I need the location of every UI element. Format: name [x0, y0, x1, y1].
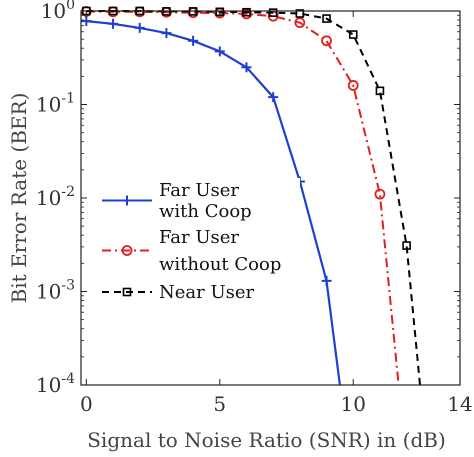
series-1-point: [108, 18, 119, 29]
x-tick-label: 10: [341, 392, 366, 416]
series-1-point: [321, 275, 332, 286]
legend-label: without Coop: [159, 254, 281, 275]
legend-label: Far User: [159, 180, 239, 201]
series-2-point: [321, 35, 332, 47]
y-tick-label: 10-1: [36, 91, 75, 117]
x-tick-label: 5: [213, 392, 226, 416]
series-3-point: [348, 30, 358, 39]
legend-entry-2: Far User without Coop: [102, 227, 281, 275]
series-3-point: [268, 8, 278, 17]
legend-swatch-marker: [121, 245, 133, 256]
series-2-point: [347, 80, 359, 91]
series-1-point: [161, 28, 172, 39]
y-tick-label: 10-3: [36, 278, 75, 304]
series-1-point: [241, 62, 252, 73]
series-3-point: [375, 86, 385, 96]
series-3-point: [242, 7, 251, 17]
y-tick-label: 100: [41, 0, 75, 23]
y-tick-label: 10-2: [36, 184, 75, 210]
series-1-point: [188, 35, 199, 46]
legend-swatch-marker: [122, 287, 132, 297]
series-3-point: [322, 14, 331, 23]
series-2-point: [374, 188, 386, 200]
legend-entry-3: Near User: [102, 282, 255, 303]
series-1-point: [214, 46, 225, 57]
x-axis-label: Signal to Noise Ratio (SNR) in (dB): [87, 428, 446, 452]
legend-label: with Coop: [159, 201, 252, 222]
series-1-point: [134, 22, 145, 33]
series-3-point: [402, 241, 411, 250]
legend-label: Far User: [159, 227, 239, 248]
series-2-point: [294, 17, 306, 29]
series-2-point: [267, 10, 279, 22]
series-2-line: [86, 10, 400, 386]
series-1-point: [268, 92, 279, 103]
y-tick-label: 10-4: [36, 371, 75, 397]
series-3-point: [295, 9, 305, 18]
series-1-point: [81, 16, 92, 27]
x-tick-label: 14: [447, 392, 472, 416]
y-axis-label: Bit Error Rate (BER): [7, 93, 31, 304]
x-tick-label: 0: [80, 392, 93, 416]
axis-ticks: 0 5 10 14 100 10-1 10-2 10-3 10-4: [36, 0, 473, 416]
legend-swatch-marker: [122, 195, 132, 206]
series-3-line: [86, 10, 421, 386]
legend-label: Near User: [159, 282, 255, 303]
